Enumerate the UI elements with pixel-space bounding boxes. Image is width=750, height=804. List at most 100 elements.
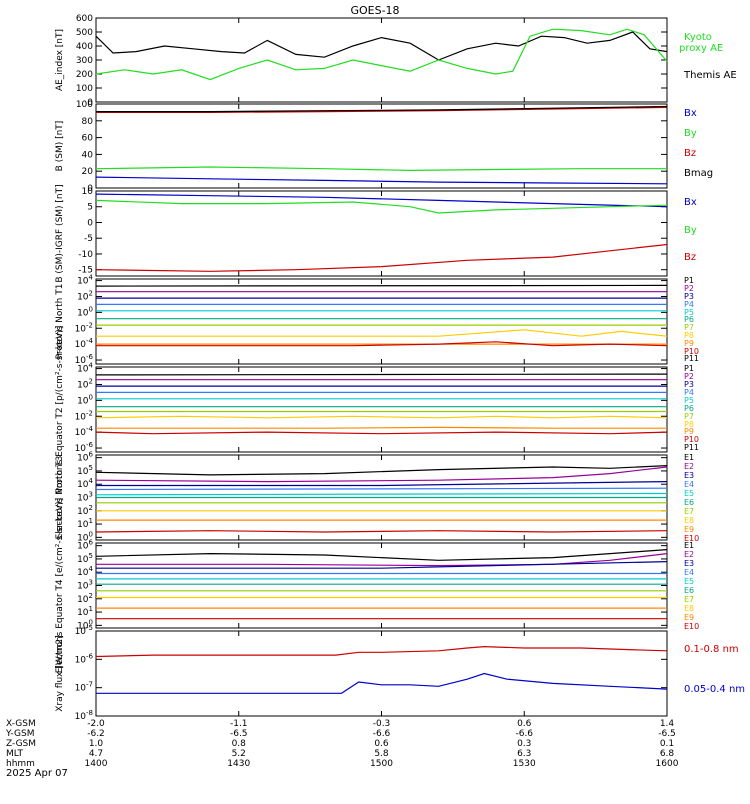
legend-label: E3 <box>684 559 694 568</box>
series-line <box>96 106 668 114</box>
series-line <box>96 105 668 113</box>
ephemeris-value: 0.6 <box>517 719 532 729</box>
ephemeris-value: -2.0 <box>87 719 105 729</box>
series-line <box>95 530 668 533</box>
ephemeris-row-label: Z-GSM <box>6 739 36 749</box>
legend-label: E3 <box>684 471 694 480</box>
series-line <box>95 284 668 287</box>
legend-label: E1 <box>684 453 694 462</box>
panel-8: 10-5 10-6 10-7 10-8 Xray flux [W/m2] 0.1-0.8 … <box>55 624 745 722</box>
ephemeris-value: 0.6 <box>374 739 389 749</box>
y-tick-label: 100 <box>77 618 93 631</box>
legend-label: Themis AE <box>683 70 737 81</box>
legend-label: P11 <box>684 443 699 452</box>
y-axis-label: AE_index [nT] <box>55 29 65 91</box>
series-line <box>96 481 668 487</box>
y-tick-label: 10-2 <box>75 409 93 422</box>
y-tick-label: 100 <box>76 100 93 110</box>
legend-label: P9 <box>684 339 694 348</box>
y-tick-label: 10-4 <box>75 337 94 350</box>
series-line <box>96 426 667 429</box>
legend-label: E10 <box>684 622 699 631</box>
y-tick-label: 106 <box>77 451 93 464</box>
y-tick-label: 103 <box>77 579 93 592</box>
series-line <box>96 672 668 694</box>
legend-label: P7 <box>684 412 694 421</box>
y-tick-label: 200 <box>76 70 93 80</box>
y-tick-label: 20 <box>82 167 94 177</box>
ephemeris-value: -6.5 <box>230 729 248 739</box>
date-label: 2025 Apr 07 <box>6 768 68 779</box>
y-axis-label: Electrons Equator T4 [e/(cm²-s-sr-keV)] <box>55 498 65 674</box>
legend-label: E5 <box>684 577 694 586</box>
series-line <box>95 243 668 272</box>
legend-label: E6 <box>684 586 694 595</box>
ephemeris-value: 4.7 <box>89 749 103 759</box>
legend-label: Bx <box>684 108 697 119</box>
legend-label: Bz <box>684 148 696 159</box>
y-tick-label: 5 <box>87 203 93 213</box>
legend-label: P11 <box>684 354 699 363</box>
legend-label: P1 <box>684 364 694 373</box>
legend-label: P5 <box>684 308 694 317</box>
legend-label: P6 <box>684 404 694 413</box>
ephemeris-value: 6.3 <box>517 749 531 759</box>
legend-label: P2 <box>684 372 694 381</box>
legend-label: E6 <box>684 498 694 507</box>
legend-label: E7 <box>684 507 694 516</box>
ephemeris-value: 0.3 <box>517 739 531 749</box>
legend-label: E4 <box>684 568 694 577</box>
ephemeris-value: 1430 <box>227 759 250 769</box>
ephemeris-row-label: MLT <box>6 749 24 759</box>
legend-label: E2 <box>684 550 694 559</box>
legend-label: E9 <box>684 525 694 534</box>
series-line <box>96 341 668 347</box>
series-line <box>95 465 668 476</box>
ephemeris-value: 1.0 <box>89 739 104 749</box>
legend-label: By <box>684 225 697 236</box>
legend-label: E4 <box>684 480 694 489</box>
legend-label: P3 <box>684 380 694 389</box>
series-line <box>95 28 668 81</box>
panel-3: -15 -10 -5 0 5 10 B (SM)-IGRF (SM) [nT] Bx By Bz <box>55 184 697 282</box>
y-axis-label: B (SM) [nT] <box>55 121 65 172</box>
legend-label: 0.05-0.4 nm <box>684 684 745 695</box>
y-tick-label: 105 <box>77 552 93 565</box>
y-axis-label: Protons Equator T2 [p/(cm²-s-sr-keV)] <box>55 326 65 494</box>
ephemeris-row-label: Y-GSM <box>5 729 34 739</box>
y-tick-label: 104 <box>77 362 93 375</box>
legend-label: P4 <box>684 388 694 397</box>
legend-label: P1 <box>684 276 694 285</box>
series-line <box>95 193 668 208</box>
legend-label: E1 <box>684 541 694 550</box>
y-tick-label: -15 <box>78 266 93 276</box>
y-tick-label: -10 <box>78 250 93 260</box>
y-tick-label: 102 <box>77 377 93 390</box>
y-tick-label: 100 <box>77 305 93 318</box>
ephemeris-value: -0.3 <box>373 719 391 729</box>
legend-label: E7 <box>684 595 694 604</box>
y-tick-label: 10-2 <box>75 321 93 334</box>
series-line <box>95 549 668 561</box>
y-tick-label: 102 <box>77 289 93 302</box>
legend-label: Bmag <box>684 168 713 179</box>
legend-label: P2 <box>684 284 694 293</box>
ephemeris-value: -6.2 <box>87 729 105 739</box>
y-axis-label: Xray flux [W/m2] <box>55 635 65 712</box>
ephemeris-value: 6.8 <box>660 749 675 759</box>
ephemeris-value: -1.1 <box>230 719 248 729</box>
y-tick-label: 100 <box>76 84 93 94</box>
y-tick-label: 10-8 <box>75 709 93 722</box>
ephemeris-value: -6.5 <box>658 729 676 739</box>
ephemeris-value: -6.6 <box>373 729 391 739</box>
ephemeris-value: 1530 <box>513 759 536 769</box>
y-axis-label: Electrons North T3 <box>55 456 65 540</box>
series-line <box>95 431 668 435</box>
ephemeris-value: -6.6 <box>515 729 533 739</box>
y-tick-label: -5 <box>84 234 93 244</box>
y-tick-label: 10-6 <box>75 441 94 454</box>
